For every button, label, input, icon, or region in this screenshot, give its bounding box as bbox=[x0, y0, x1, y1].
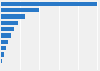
Bar bbox=[1, 40, 8, 44]
Bar bbox=[1, 46, 6, 50]
Bar bbox=[1, 2, 97, 6]
Bar bbox=[1, 14, 25, 19]
Bar bbox=[1, 27, 14, 31]
Bar bbox=[1, 65, 2, 69]
Bar bbox=[1, 33, 11, 38]
Bar bbox=[1, 8, 38, 12]
Bar bbox=[1, 52, 4, 57]
Bar bbox=[1, 59, 2, 63]
Bar bbox=[1, 21, 18, 25]
